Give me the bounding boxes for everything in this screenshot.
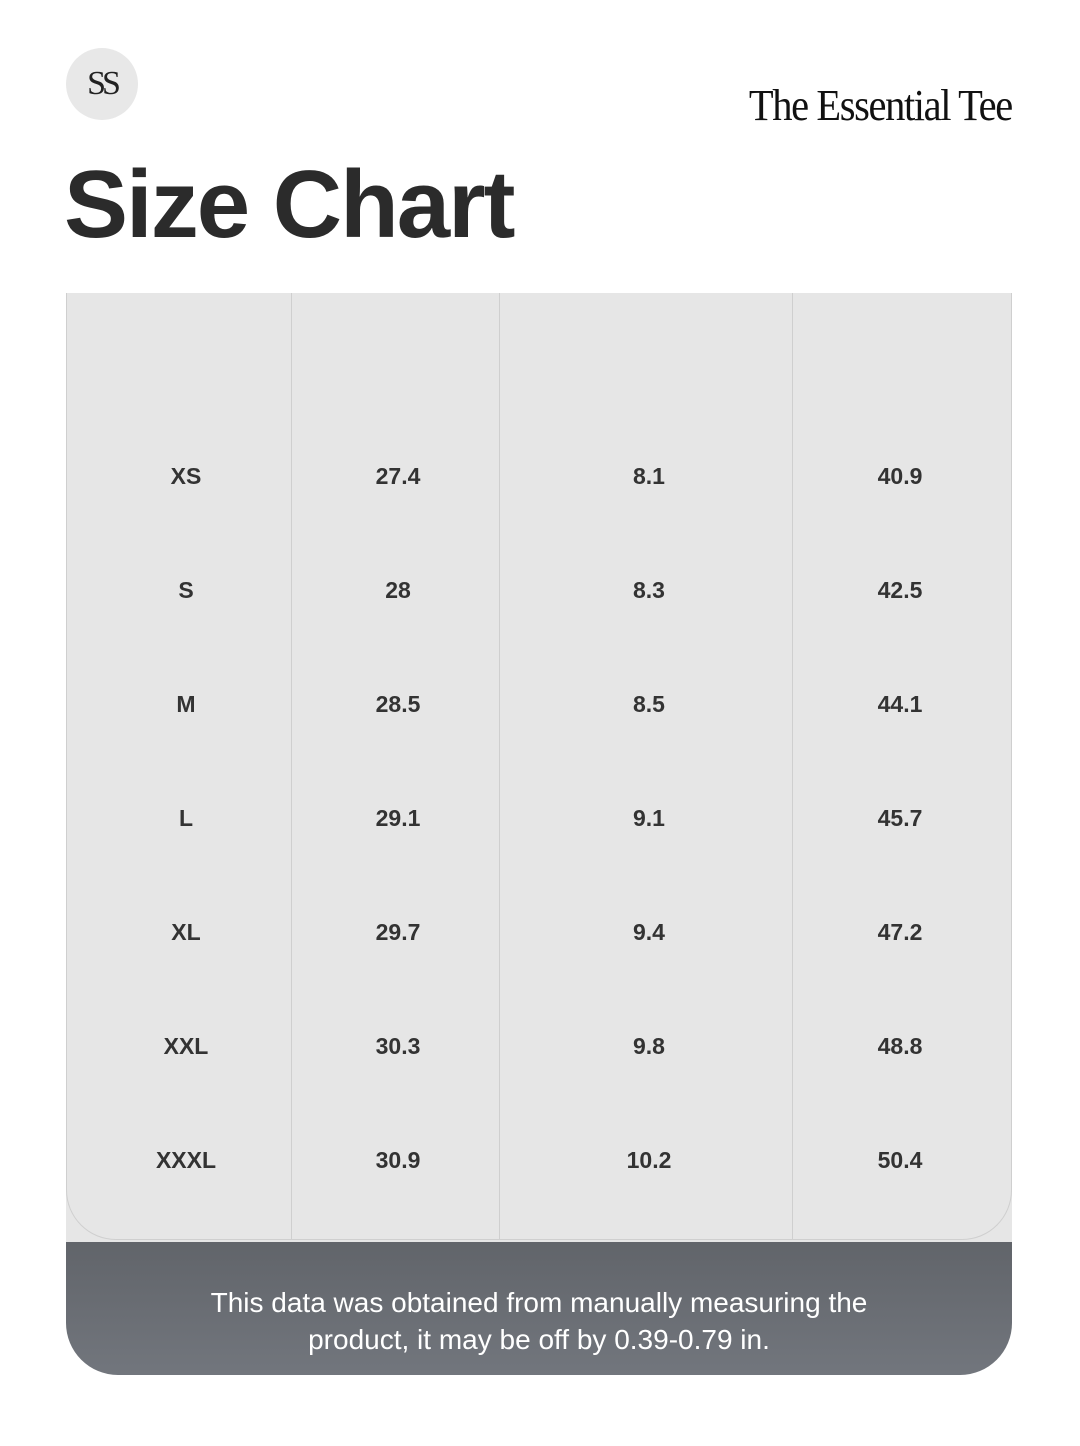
table-cell: 9.4 bbox=[633, 918, 665, 945]
table-cell: M bbox=[176, 690, 196, 717]
footer-note-line: product, it may be off by 0.39-0.79 in. bbox=[308, 1324, 770, 1355]
table-cell: 28 bbox=[385, 576, 411, 603]
table-cell: 30.3 bbox=[375, 1032, 421, 1059]
table-cell: S bbox=[178, 576, 194, 603]
table-cell: 27.4 bbox=[375, 462, 421, 489]
table-cell: 30.9 bbox=[375, 1146, 421, 1173]
table-cell: 29.7 bbox=[375, 918, 421, 945]
page-title: Size Chart bbox=[64, 151, 515, 258]
table-cell: 40.9 bbox=[877, 462, 923, 489]
table-cell: 45.7 bbox=[877, 804, 923, 831]
brand-logo: SS bbox=[66, 48, 138, 120]
table-column: XS S M L XL XXL XXXL bbox=[66, 293, 292, 1240]
size-table-body: 40.9 42.5 44.1 45.7 47.2 48.8 50.4 8.1 8.3 8.5 9.1… bbox=[66, 293, 1012, 1242]
table-cell: 9.1 bbox=[633, 804, 665, 831]
logo-text: SS bbox=[87, 65, 121, 102]
table-cell: 48.8 bbox=[877, 1032, 923, 1059]
table-cell: 44.1 bbox=[877, 690, 923, 717]
table-cell: 50.4 bbox=[877, 1146, 923, 1173]
table-cell: XS bbox=[170, 462, 202, 489]
footer-note: This data was obtained from manually mea… bbox=[66, 1284, 1012, 1358]
table-column: 8.1 8.3 8.5 9.1 9.4 9.8 10.2 bbox=[450, 293, 793, 1240]
table-cell: 8.1 bbox=[633, 462, 665, 489]
footer-note-line: This data was obtained from manually mea… bbox=[210, 1287, 868, 1318]
table-cell: XL bbox=[171, 918, 201, 945]
table-cell: 8.3 bbox=[633, 576, 665, 603]
table-cell: 8.5 bbox=[633, 690, 665, 717]
table-cell: 9.8 bbox=[633, 1032, 665, 1059]
table-cell: 47.2 bbox=[877, 918, 923, 945]
table-cell: 10.2 bbox=[626, 1146, 672, 1173]
table-cell: 28.5 bbox=[375, 690, 421, 717]
brand-name: The Essential Tee bbox=[749, 81, 1013, 130]
table-cell: XXXL bbox=[155, 1146, 217, 1173]
table-cell: L bbox=[178, 804, 194, 831]
table-cell: 42.5 bbox=[877, 576, 923, 603]
table-cell: 29.1 bbox=[375, 804, 421, 831]
table-cell: XXL bbox=[163, 1032, 209, 1059]
